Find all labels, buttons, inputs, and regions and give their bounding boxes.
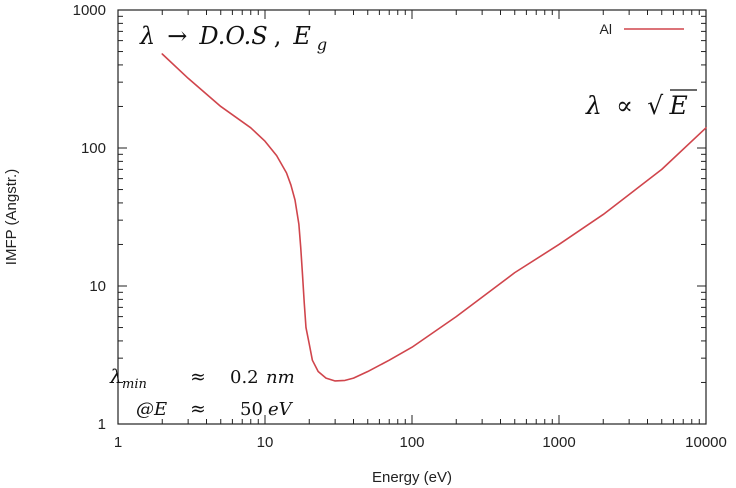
y-tick-label: 1 [98,416,106,433]
annotation-sqrt-e: λ ∝ √ E [585,91,688,120]
annotation-lambda: λ [109,366,122,388]
axis-ticks [117,9,707,425]
annotation-lambda: λ [139,22,155,50]
annotation-approx: ≈ [190,366,206,388]
plot-frame [117,9,707,425]
annotation-unit: eV [268,399,294,420]
annotation-unit: nm [266,367,295,388]
annotation-value: 0.2 [230,367,259,388]
x-tick-label: 1 [114,434,122,451]
x-tick-labels: 1 10 100 1000 10000 [114,434,727,451]
annotation-at-energy: @E ≈ 50 eV [136,398,294,420]
x-axis-label: Energy (eV) [372,469,452,486]
x-tick-label: 1000 [542,434,575,451]
annotation-dos: D.O.S [198,22,267,50]
y-tick-labels: 1 10 100 1000 [73,2,106,433]
x-tick-label: 10000 [685,434,727,451]
annotation-lambda-sub: min [122,377,147,392]
y-tick-label: 100 [81,140,106,157]
annotation-e-sub: g [317,35,327,54]
annotation-proportional: ∝ [616,91,633,120]
annotation-arrow: → [167,22,187,50]
series-line-al [161,53,707,382]
legend: Al [600,21,684,37]
annotation-e: E [668,91,687,120]
annotation-e: E [292,22,311,50]
annotation-lambda-min: λ min ≈ 0.2 nm [109,366,295,392]
annotation-approx: ≈ [190,398,206,420]
x-tick-label: 100 [399,434,424,451]
annotation-dos-eg: λ → D.O.S , E g [139,22,327,54]
y-axis-label: IMFP (Angstr.) [3,169,20,265]
annotation-radical: √ [647,91,663,120]
x-tick-label: 10 [257,434,274,451]
y-tick-label: 1000 [73,2,106,19]
annotation-comma: , [274,22,282,50]
annotation-value: 50 [240,399,263,420]
legend-label: Al [600,21,612,37]
annotation-lambda: λ [585,91,602,120]
annotation-at-e: @E [136,399,167,420]
y-tick-label: 10 [89,278,106,295]
